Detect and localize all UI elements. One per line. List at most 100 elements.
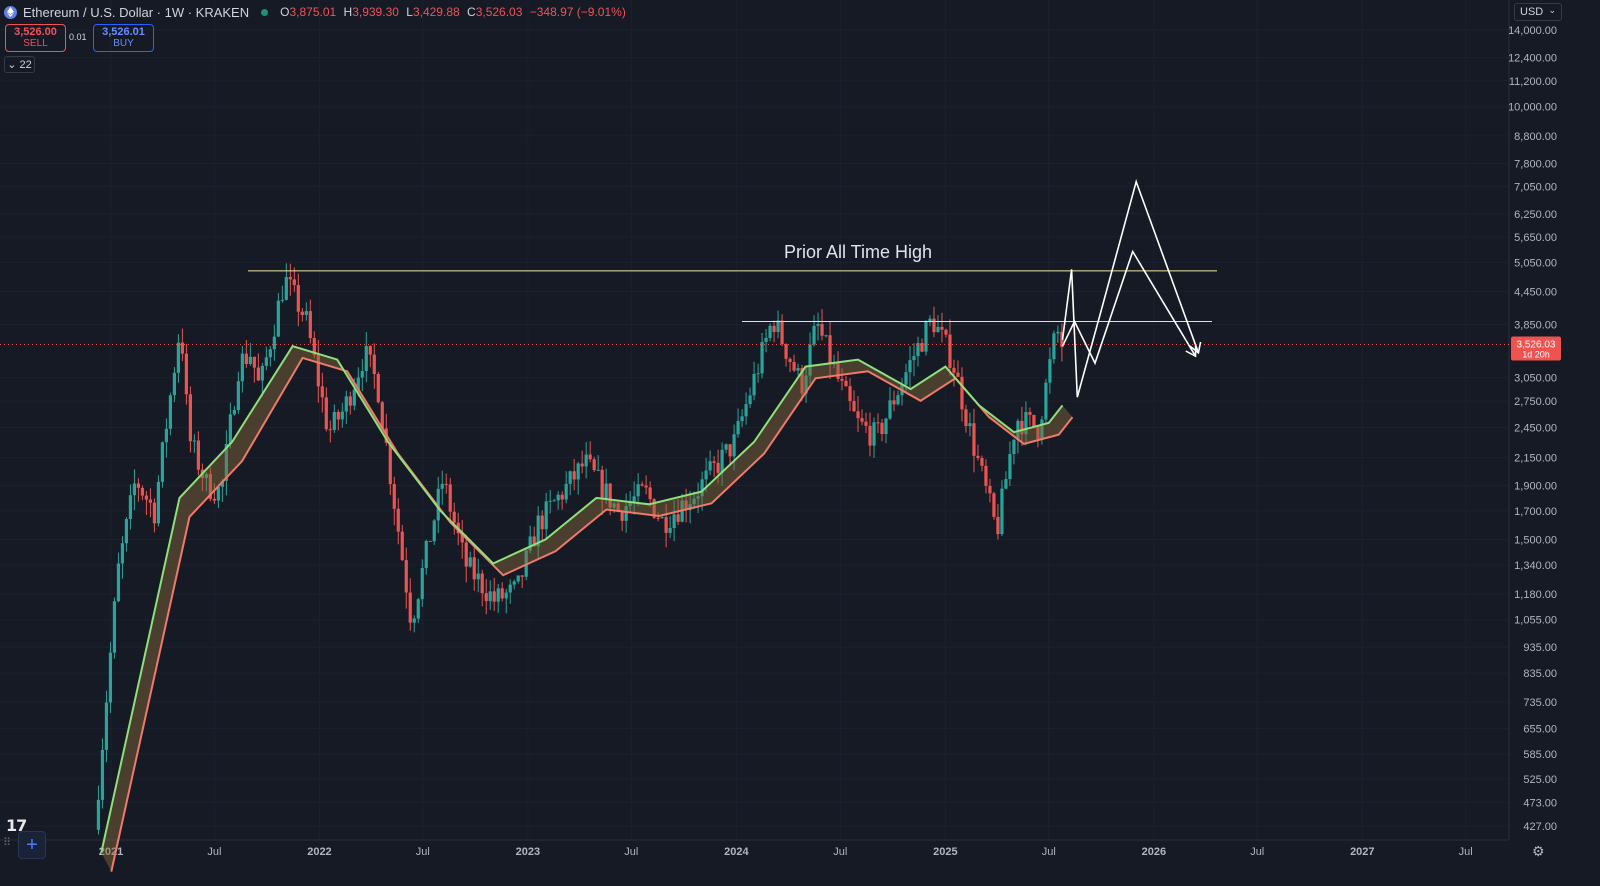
price-tick-label: 2,450.00 xyxy=(1514,423,1557,435)
candle xyxy=(368,345,372,368)
candle xyxy=(784,343,788,367)
candle xyxy=(404,547,408,609)
candle xyxy=(484,578,488,615)
candle-body xyxy=(316,355,320,387)
candle xyxy=(644,475,648,495)
candle-body xyxy=(244,353,248,365)
candle-body xyxy=(156,481,161,524)
candle xyxy=(492,577,496,611)
candle xyxy=(544,492,548,539)
candle xyxy=(532,526,536,547)
price-tick-label: 7,050.00 xyxy=(1514,181,1557,193)
candle-body xyxy=(840,378,844,381)
symbol-title[interactable]: Ethereum / U.S. Dollar · 1W · KRAKEN xyxy=(23,4,250,20)
candle xyxy=(836,351,840,382)
spread-value: 0.01 xyxy=(69,32,87,42)
candle xyxy=(348,391,352,415)
candle-body xyxy=(944,329,948,335)
candle xyxy=(1048,347,1052,394)
candle xyxy=(808,332,812,384)
candle xyxy=(1012,438,1016,465)
candle xyxy=(956,360,960,378)
crosshair-button[interactable]: + xyxy=(18,831,46,859)
candle-body xyxy=(956,372,960,377)
sell-price: 3,526.00 xyxy=(14,26,57,38)
candle xyxy=(940,312,944,343)
candle-body xyxy=(228,414,232,445)
candle-body xyxy=(784,344,788,359)
candle-body xyxy=(848,386,852,401)
candle-body xyxy=(96,799,101,830)
candle-body xyxy=(152,502,157,524)
candle xyxy=(364,331,368,383)
candle xyxy=(756,363,760,383)
candle-body xyxy=(652,499,656,518)
candle xyxy=(788,357,792,373)
candle-body xyxy=(512,581,516,585)
candle-body xyxy=(676,514,680,522)
currency-select[interactable]: USD ⌄ xyxy=(1514,3,1562,21)
candle-body xyxy=(816,324,820,326)
candle xyxy=(1056,325,1060,344)
candle-body xyxy=(476,573,480,580)
candle-body xyxy=(656,517,660,519)
candle-body xyxy=(692,498,696,505)
price-tick-label: 4,450.00 xyxy=(1514,286,1557,298)
candle xyxy=(1024,401,1028,446)
candle xyxy=(868,412,872,457)
price-tick-label: 655.00 xyxy=(1523,723,1557,735)
candle xyxy=(1020,406,1024,447)
candle-body xyxy=(608,483,612,508)
candle-body xyxy=(444,483,448,485)
candle-body xyxy=(668,528,672,533)
candle xyxy=(824,334,828,338)
candle xyxy=(556,491,560,510)
candle-body xyxy=(128,495,133,520)
candle xyxy=(576,461,580,495)
candle-body xyxy=(148,499,153,503)
candle-body xyxy=(928,318,932,322)
candle xyxy=(672,500,676,542)
indicators-toggle-button[interactable]: ⌄ 22 xyxy=(4,56,35,73)
candle xyxy=(244,339,248,368)
sell-button[interactable]: 3,526.00 SELL xyxy=(5,24,66,52)
candle xyxy=(1000,480,1004,537)
candle xyxy=(580,450,584,474)
buy-button[interactable]: 3,526.01 BUY xyxy=(93,24,154,52)
candle xyxy=(372,343,376,389)
candle-body xyxy=(492,591,496,602)
candle-body xyxy=(892,400,896,405)
candle-body xyxy=(988,485,992,494)
candle-body xyxy=(112,601,117,653)
buy-price: 3,526.01 xyxy=(102,26,145,38)
candle-body xyxy=(168,395,172,429)
candle-body xyxy=(532,536,536,547)
time-tick-label: Jul xyxy=(1250,846,1264,858)
chevron-down-icon: ⌄ xyxy=(7,59,17,71)
price-tick-label: 8,800.00 xyxy=(1514,131,1557,143)
gear-icon[interactable]: ⚙ xyxy=(1532,843,1545,859)
candle-body xyxy=(720,449,724,473)
time-tick-label: 2023 xyxy=(516,846,540,858)
candle xyxy=(712,456,716,478)
candle-body xyxy=(140,487,145,496)
candle xyxy=(688,490,692,524)
candle xyxy=(568,470,572,496)
candle-body xyxy=(960,376,964,410)
candle-body xyxy=(660,517,664,519)
candle-body xyxy=(232,410,236,415)
candle-body xyxy=(996,516,1000,535)
ohlc-values: O3,875.01 H3,939.30 L3,429.88 C3,526.03 … xyxy=(280,5,630,19)
price-tick-label: 1,055.00 xyxy=(1514,615,1557,627)
candle xyxy=(416,597,420,623)
price-tick-label: 427.00 xyxy=(1523,821,1557,833)
candle xyxy=(316,339,320,403)
time-tick-label: Jul xyxy=(833,846,847,858)
candle-body xyxy=(980,458,984,466)
candle xyxy=(428,540,432,542)
drag-handle-icon[interactable]: ⠿ xyxy=(3,837,12,849)
candle xyxy=(980,455,984,472)
candle xyxy=(716,449,720,484)
